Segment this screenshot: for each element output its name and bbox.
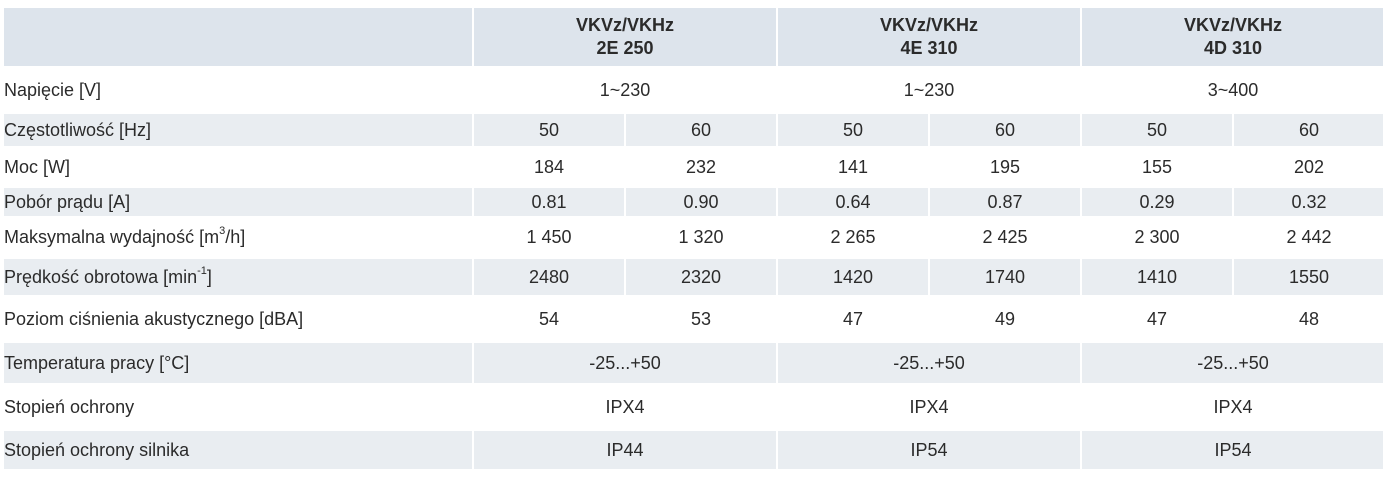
cell-value: IP44: [474, 431, 777, 469]
row-wydajnosc: Maksymalna wydajność [m3/h] 1 450 1 320 …: [4, 218, 1383, 257]
cell-value: 1410: [1082, 259, 1233, 295]
row-label-text-end: /h]: [225, 227, 246, 247]
row-label: Stopień ochrony silnika: [4, 431, 472, 469]
row-label-superscript: -1: [197, 264, 207, 277]
cell-value: 47: [778, 297, 929, 341]
cell-value: 2 300: [1082, 218, 1233, 257]
cell-value: -25...+50: [474, 343, 777, 383]
row-moc: Moc [W] 184 232 141 195 155 202: [4, 148, 1383, 186]
row-label-text: Prędkość obrotowa [min: [4, 266, 198, 287]
header-model-1-line1: VKVz/VKHz: [576, 15, 675, 35]
cell-value: 2 442: [1234, 218, 1383, 257]
cell-value: 60: [930, 114, 1081, 146]
cell-value: 141: [778, 148, 929, 186]
cell-value: 184: [474, 148, 624, 186]
header-model-2: VKVz/VKHz 4E 310: [778, 8, 1081, 66]
cell-value: 47: [1082, 297, 1233, 341]
cell-value: 0.90: [626, 188, 777, 216]
row-label: Poziom ciśnienia akustycznego [dBA]: [4, 297, 472, 341]
row-poziom-halasu: Poziom ciśnienia akustycznego [dBA] 54 5…: [4, 297, 1383, 341]
row-label: Prędkość obrotowa [min-1]: [4, 259, 472, 295]
cell-value: 155: [1082, 148, 1233, 186]
row-label: Napięcie [V]: [4, 68, 472, 112]
row-label: Pobór prądu [A]: [4, 188, 472, 216]
cell-value: 54: [474, 297, 624, 341]
cell-value: IPX4: [474, 385, 777, 429]
row-label: Stopień ochrony: [4, 385, 472, 429]
cell-value: 0.29: [1082, 188, 1233, 216]
row-label: Moc [W]: [4, 148, 472, 186]
row-pobor-pradu: Pobór prądu [A] 0.81 0.90 0.64 0.87 0.29…: [4, 188, 1383, 216]
row-label-superscript: 3: [219, 225, 226, 237]
cell-value: 0.32: [1234, 188, 1383, 216]
row-napiecie: Napięcie [V] 1~230 1~230 3~400: [4, 68, 1383, 112]
cell-value: 1 320: [626, 218, 777, 257]
header-model-3-line1: VKVz/VKHz: [1184, 15, 1283, 35]
header-model-3: VKVz/VKHz 4D 310: [1082, 8, 1383, 66]
cell-value: 3~400: [1082, 68, 1383, 112]
cell-value: 1740: [930, 259, 1081, 295]
cell-value: 202: [1234, 148, 1383, 186]
cell-value: IPX4: [778, 385, 1081, 429]
cell-value: 49: [930, 297, 1081, 341]
row-temperatura: Temperatura pracy [°C] -25...+50 -25...+…: [4, 343, 1383, 383]
cell-value: 0.64: [778, 188, 929, 216]
cell-value: 232: [626, 148, 777, 186]
cell-value: 2320: [626, 259, 777, 295]
cell-value: 195: [930, 148, 1081, 186]
header-row: VKVz/VKHz 2E 250 VKVz/VKHz 4E 310 VKVz/V…: [4, 8, 1383, 66]
cell-value: 48: [1234, 297, 1383, 341]
header-model-1-line2: 2E 250: [596, 38, 654, 58]
header-model-2-line2: 4E 310: [900, 38, 958, 58]
row-label: Maksymalna wydajność [m3/h]: [4, 218, 472, 257]
cell-value: 50: [474, 114, 624, 146]
cell-value: IPX4: [1082, 385, 1383, 429]
header-corner: [4, 8, 472, 66]
row-label-text: Maksymalna wydajność [m: [4, 227, 220, 247]
row-label: Częstotliwość [Hz]: [4, 114, 472, 146]
cell-value: IP54: [778, 431, 1081, 469]
header-model-1: VKVz/VKHz 2E 250: [474, 8, 777, 66]
spec-table: VKVz/VKHz 2E 250 VKVz/VKHz 4E 310 VKVz/V…: [2, 6, 1383, 471]
cell-value: 1~230: [778, 68, 1081, 112]
cell-value: -25...+50: [1082, 343, 1383, 383]
cell-value: -25...+50: [778, 343, 1081, 383]
row-stopien-ochrony-silnika: Stopień ochrony silnika IP44 IP54 IP54: [4, 431, 1383, 469]
row-czestotliwosc: Częstotliwość [Hz] 50 60 50 60 50 60: [4, 114, 1383, 146]
row-label-text-end: ]: [206, 266, 212, 287]
cell-value: 0.81: [474, 188, 624, 216]
cell-value: 1~230: [474, 68, 777, 112]
cell-value: 1 450: [474, 218, 624, 257]
cell-value: IP54: [1082, 431, 1383, 469]
cell-value: 2 265: [778, 218, 929, 257]
row-label: Temperatura pracy [°C]: [4, 343, 472, 383]
row-stopien-ochrony: Stopień ochrony IPX4 IPX4 IPX4: [4, 385, 1383, 429]
cell-value: 1420: [778, 259, 929, 295]
cell-value: 60: [1234, 114, 1383, 146]
cell-value: 1550: [1234, 259, 1383, 295]
header-model-2-line1: VKVz/VKHz: [880, 15, 979, 35]
row-predkosc: Prędkość obrotowa [min-1] 2480 2320 1420…: [4, 259, 1383, 295]
cell-value: 2480: [474, 259, 624, 295]
header-model-3-line2: 4D 310: [1204, 38, 1263, 58]
cell-value: 53: [626, 297, 777, 341]
cell-value: 2 425: [930, 218, 1081, 257]
cell-value: 0.87: [930, 188, 1081, 216]
cell-value: 60: [626, 114, 777, 146]
cell-value: 50: [1082, 114, 1233, 146]
cell-value: 50: [778, 114, 929, 146]
